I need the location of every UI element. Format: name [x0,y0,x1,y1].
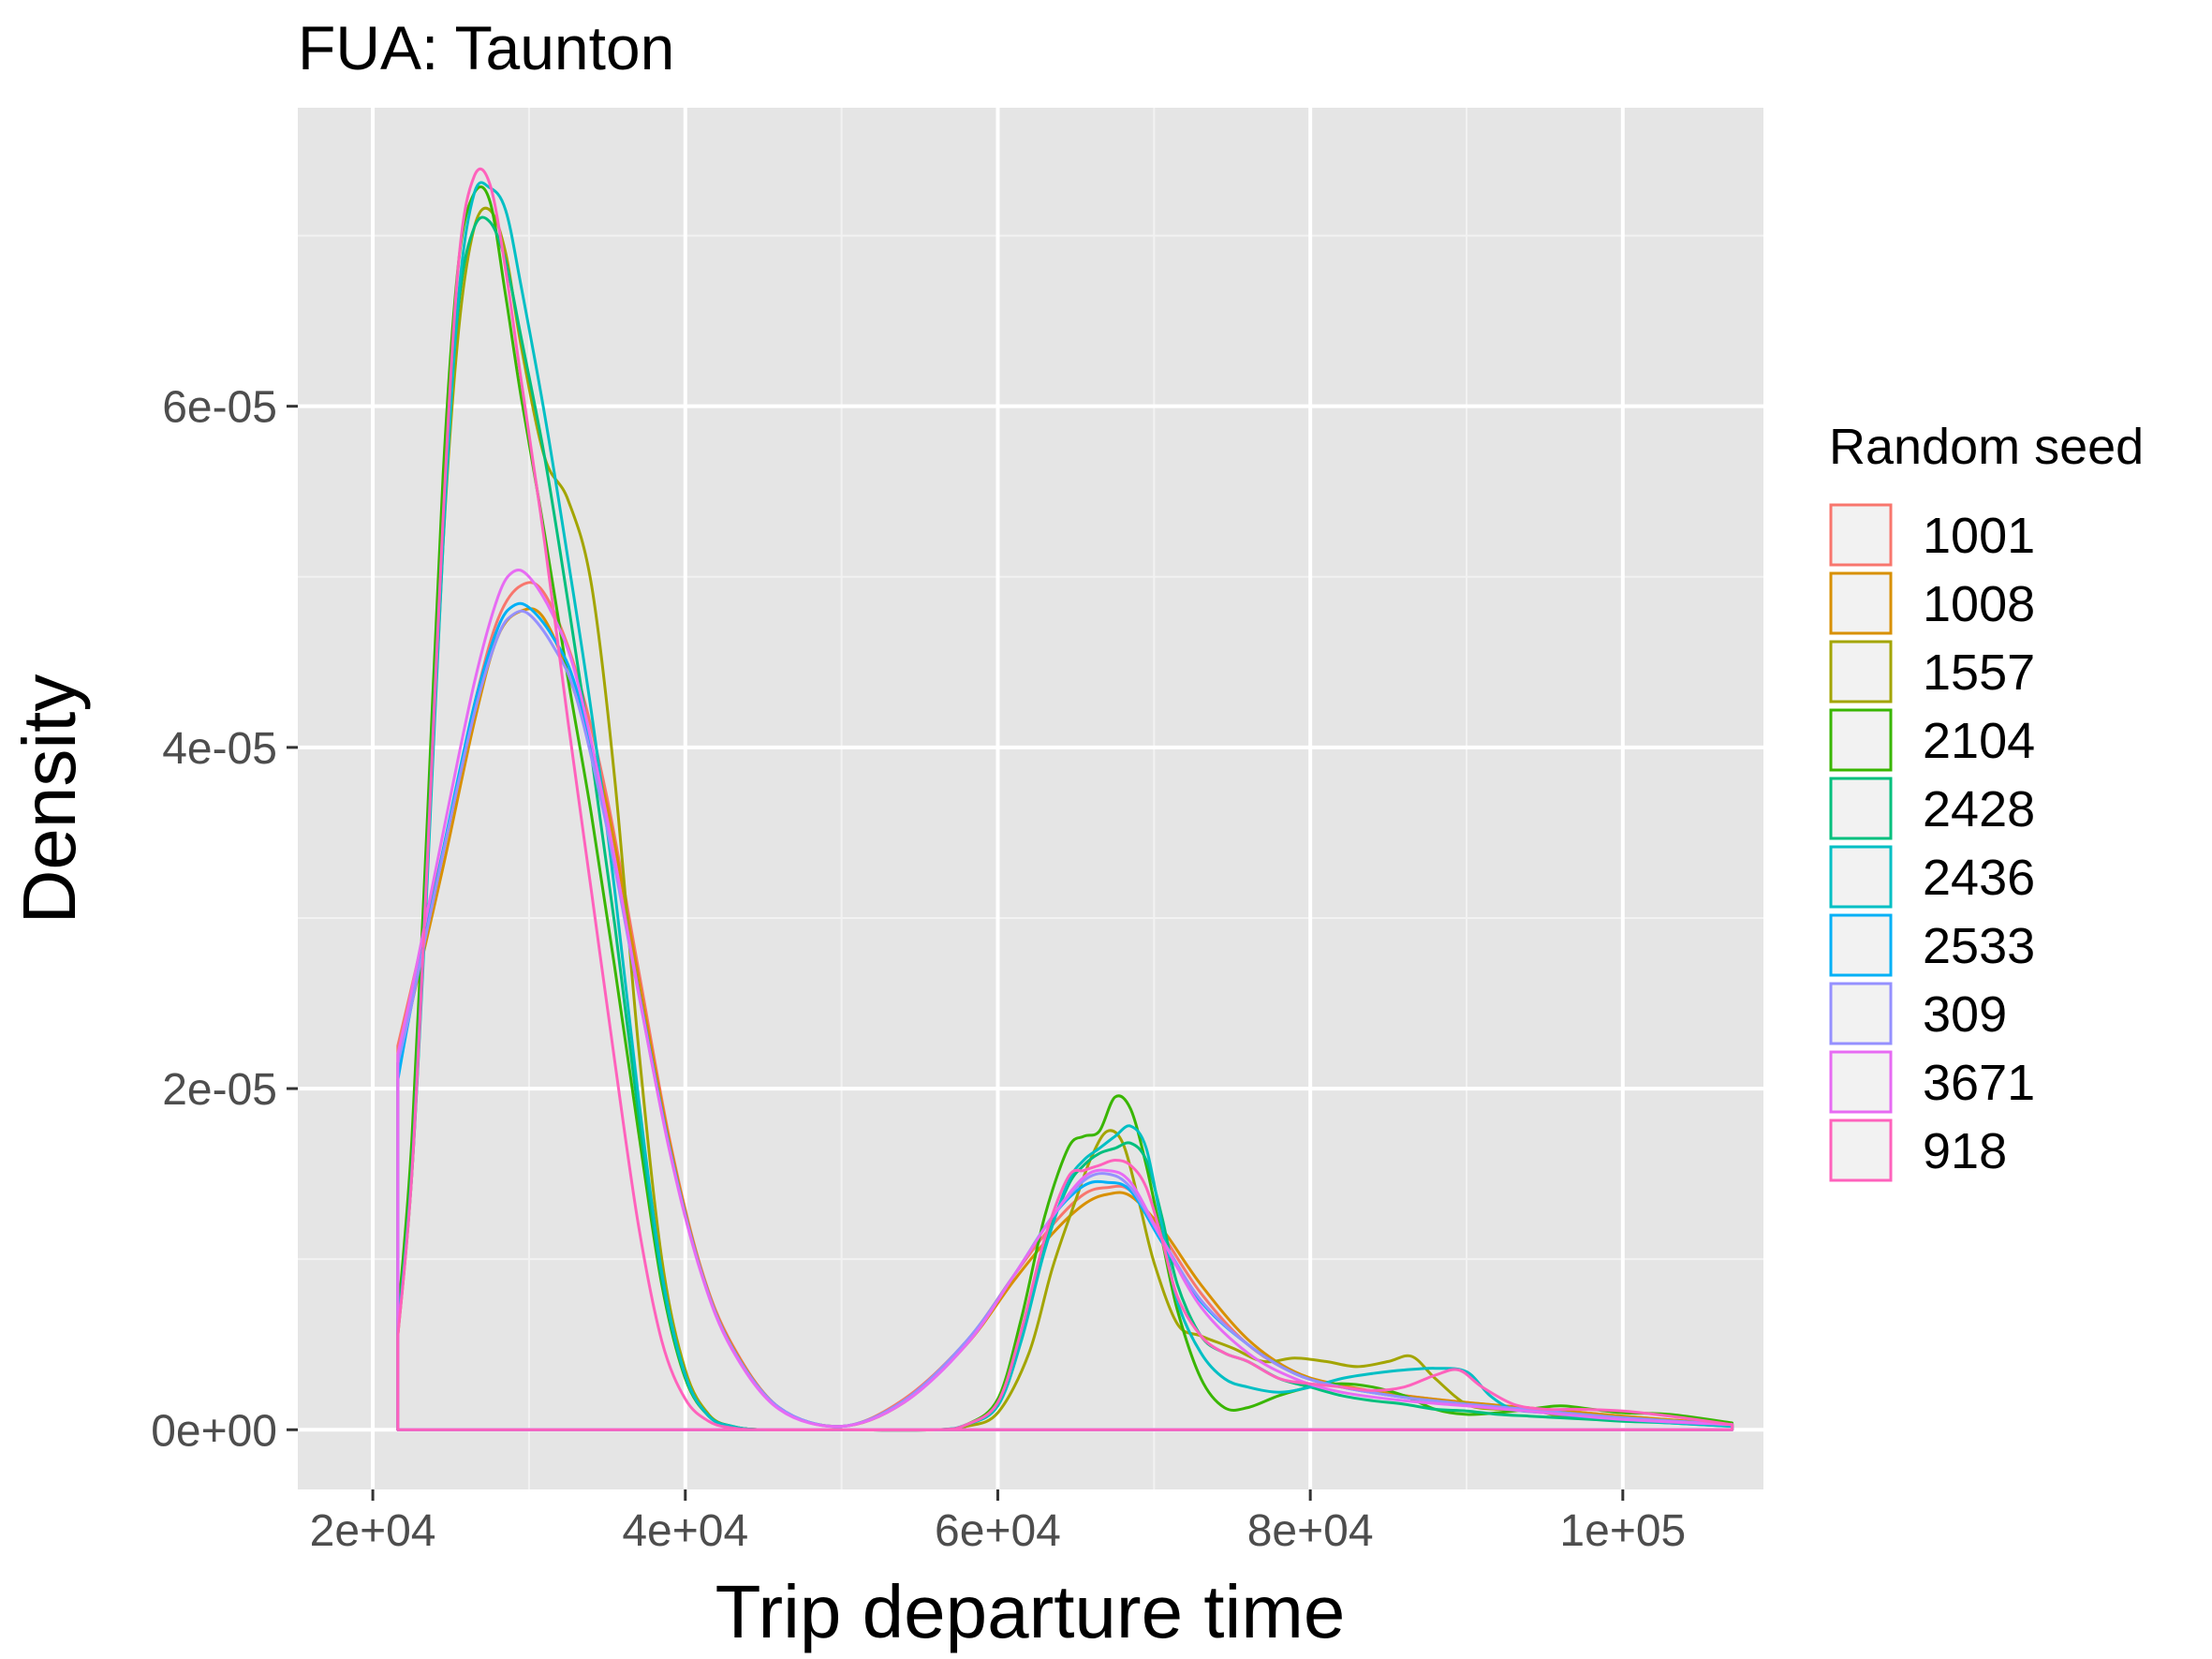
legend-key-918 [1829,1118,1893,1182]
legend-key-1557 [1829,640,1893,704]
minor-gridlines [298,108,1763,1489]
x-tick-label: 1e+05 [1559,1506,1686,1556]
legend-label-918: 918 [1923,1123,2007,1179]
legend-key-3671 [1829,1050,1893,1114]
chart-title: FUA: Taunton [298,13,674,82]
legend-key-2104 [1829,708,1893,772]
legend-title: Random seed [1829,419,2144,475]
legend-key-1001 [1829,503,1893,567]
x-tick-label: 6e+04 [935,1506,1061,1556]
legend-key-309 [1829,982,1893,1045]
legend-key-2436 [1829,845,1893,909]
x-tick-label: 8e+04 [1247,1506,1374,1556]
y-tick-label: 6e-05 [162,383,277,433]
legend-label-3671: 3671 [1923,1055,2035,1111]
legend: 1001 1008 1557 2104 2428 2436 2533 309 3671 918 [1829,503,2035,1182]
legend-label-2428: 2428 [1923,781,2035,837]
legend-key-1008 [1829,571,1893,635]
y-axis-title: Density [7,674,91,925]
legend-label-2436: 2436 [1923,850,2035,906]
legend-label-1001: 1001 [1923,508,2035,564]
legend-label-2533: 2533 [1923,918,2035,974]
x-axis: 2e+04 4e+04 6e+04 8e+04 1e+05 [310,1489,1686,1556]
legend-label-309: 309 [1923,986,2007,1043]
series-line-918 [396,167,1734,1432]
y-axis: 0e+00 2e-05 4e-05 6e-05 [151,383,298,1456]
legend-label-1557: 1557 [1923,644,2035,701]
x-axis-title: Trip departure time [715,1570,1346,1653]
legend-key-2533 [1829,913,1893,977]
series-line-3671 [396,568,1734,1431]
legend-label-2104: 2104 [1923,713,2035,769]
y-tick-label: 0e+00 [151,1406,277,1456]
x-tick-label: 4e+04 [622,1506,748,1556]
legend-label-1008: 1008 [1923,576,2035,632]
series-layer [396,167,1734,1432]
y-tick-label: 4e-05 [162,724,277,774]
legend-key-2428 [1829,777,1893,840]
y-tick-label: 2e-05 [162,1065,277,1115]
x-tick-label: 2e+04 [310,1506,436,1556]
